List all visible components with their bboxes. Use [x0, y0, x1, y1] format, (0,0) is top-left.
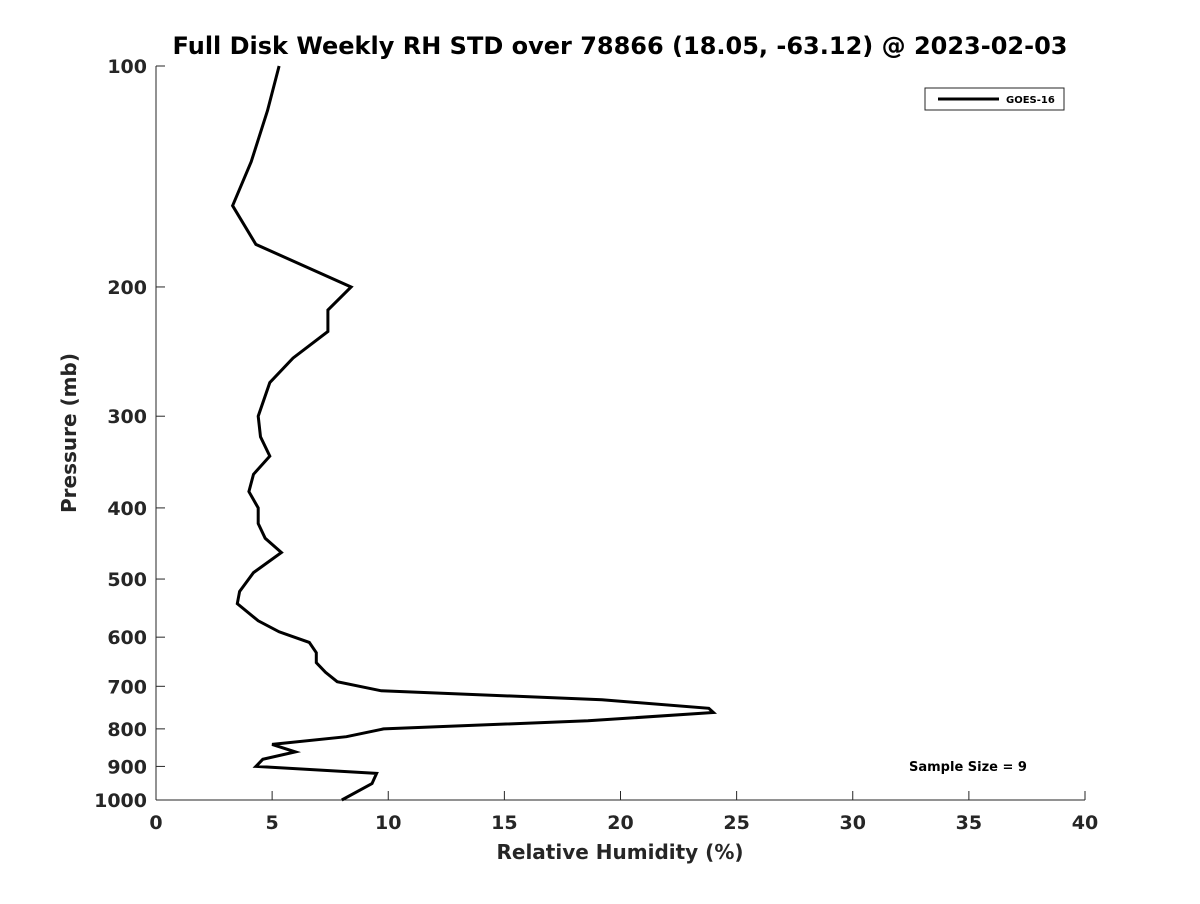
x-axis-label: Relative Humidity (%): [496, 840, 743, 864]
series-line-goes-16: [230, 65, 718, 802]
y-tick-label: 900: [107, 756, 147, 778]
y-tick-label: 300: [107, 406, 147, 428]
y-tick-label: 200: [107, 277, 147, 299]
legend: GOES-16: [924, 87, 1065, 111]
y-tick-label: 700: [107, 676, 147, 698]
x-tick-label: 5: [266, 812, 279, 834]
y-tick-label: 400: [107, 498, 147, 520]
y-tick-label: 800: [107, 719, 147, 741]
y-axis-label: Pressure (mb): [57, 353, 81, 513]
series-layer: [230, 65, 718, 802]
chart-title: Full Disk Weekly RH STD over 78866 (18.0…: [173, 32, 1068, 60]
x-tick-label: 10: [375, 812, 401, 834]
y-tick-label: 500: [107, 569, 147, 591]
x-tick-label: 20: [607, 812, 633, 834]
x-tick-label: 35: [956, 812, 982, 834]
y-ticks: 100 200 300 400 500 600 700 800 900 1000: [94, 56, 165, 812]
y-tick-label: 1000: [94, 790, 147, 812]
y-tick-label: 600: [107, 627, 147, 649]
y-tick-label: 100: [107, 56, 147, 78]
x-tick-label: 15: [491, 812, 517, 834]
x-tick-label: 25: [723, 812, 749, 834]
legend-label-goes-16: GOES-16: [1006, 95, 1055, 106]
x-ticks: 0 5 10 15 20 25 30 35 40: [149, 791, 1098, 834]
x-tick-label: 30: [840, 812, 866, 834]
sample-size-annotation: Sample Size = 9: [909, 760, 1027, 775]
x-tick-label: 40: [1072, 812, 1098, 834]
x-tick-label: 0: [149, 812, 162, 834]
